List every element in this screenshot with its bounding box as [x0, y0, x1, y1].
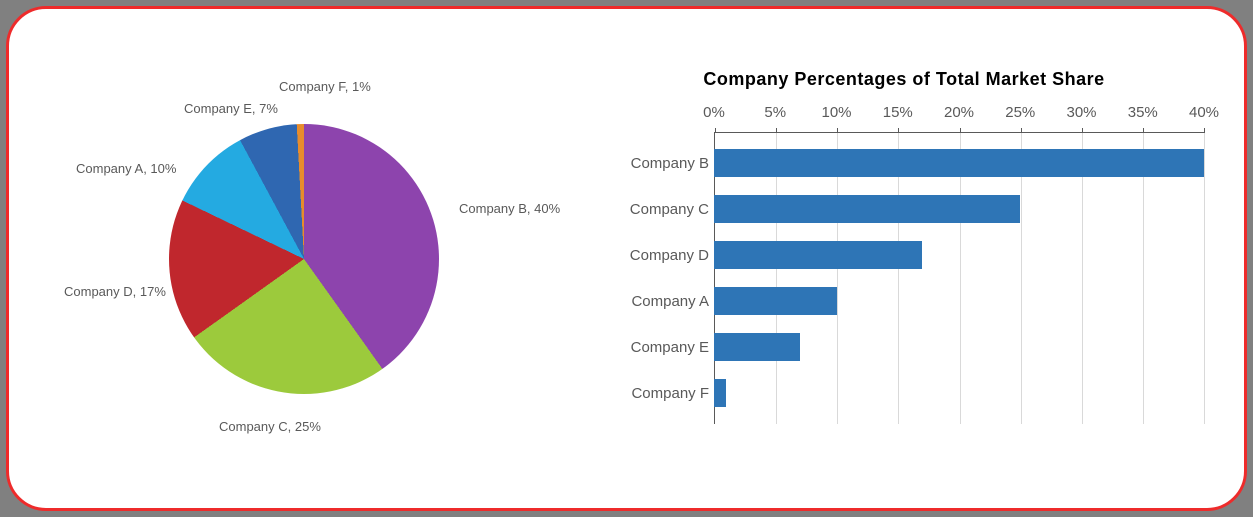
bar-rect	[714, 333, 800, 361]
bars-area: Company B Company C Company D Company A Comp…	[604, 132, 1204, 424]
bar-category-label: Company D	[604, 247, 714, 264]
pie-slice-label: Company C, 25%	[219, 419, 321, 434]
bar-plot: 0%5%10%15%20%25%30%35%40% Company BCompa…	[604, 104, 1204, 424]
bar-category-label: Company E	[604, 339, 714, 356]
x-axis-tick-label: 30%	[1066, 104, 1096, 121]
x-axis-tick-label: 25%	[1005, 104, 1035, 121]
bar-row: Company D	[604, 232, 1204, 278]
bar-rect	[714, 149, 1204, 177]
bar-category-label: Company B	[604, 155, 714, 172]
x-axis-tick-label: 10%	[821, 104, 851, 121]
bar-row: Company E	[604, 324, 1204, 370]
card-frame: Company B, 40% Company C, 25% Company D, 1…	[6, 6, 1247, 511]
x-axis-tick-label: 20%	[944, 104, 974, 121]
bar-row: Company C	[604, 186, 1204, 232]
pie-slice-label: Company D, 17%	[64, 284, 166, 299]
x-axis-tick-label: 5%	[764, 104, 786, 121]
x-axis-tick-label: 0%	[703, 104, 725, 121]
bar-rect	[714, 241, 922, 269]
pie-chart	[169, 124, 439, 394]
card-inner: Company B, 40% Company C, 25% Company D, 1…	[9, 9, 1244, 508]
pie-disc	[169, 124, 439, 394]
pie-slice-label: Company A, 10%	[76, 161, 176, 176]
bar-category-label: Company F	[604, 385, 714, 402]
pie-slice-label: Company F, 1%	[279, 79, 371, 94]
bar-row: Company B	[604, 140, 1204, 186]
bar-rect	[714, 287, 837, 315]
bar-category-label: Company C	[604, 201, 714, 218]
pie-slice-label: Company B, 40%	[459, 201, 560, 216]
bar-category-label: Company A	[604, 293, 714, 310]
bar-row: Company F	[604, 370, 1204, 416]
bar-rect	[714, 379, 726, 407]
bar-row: Company A	[604, 278, 1204, 324]
x-axis-tick-label: 35%	[1128, 104, 1158, 121]
x-axis-tick-label: 15%	[883, 104, 913, 121]
x-axis-labels: 0%5%10%15%20%25%30%35%40%	[714, 104, 1204, 124]
bar-chart-title: Company Percentages of Total Market Shar…	[604, 69, 1204, 90]
x-axis-tick-label: 40%	[1189, 104, 1219, 121]
gridline	[1204, 133, 1205, 424]
bar-chart: Company Percentages of Total Market Shar…	[604, 69, 1204, 449]
bar-rect	[714, 195, 1020, 223]
pie-slice-label: Company E, 7%	[184, 101, 278, 116]
